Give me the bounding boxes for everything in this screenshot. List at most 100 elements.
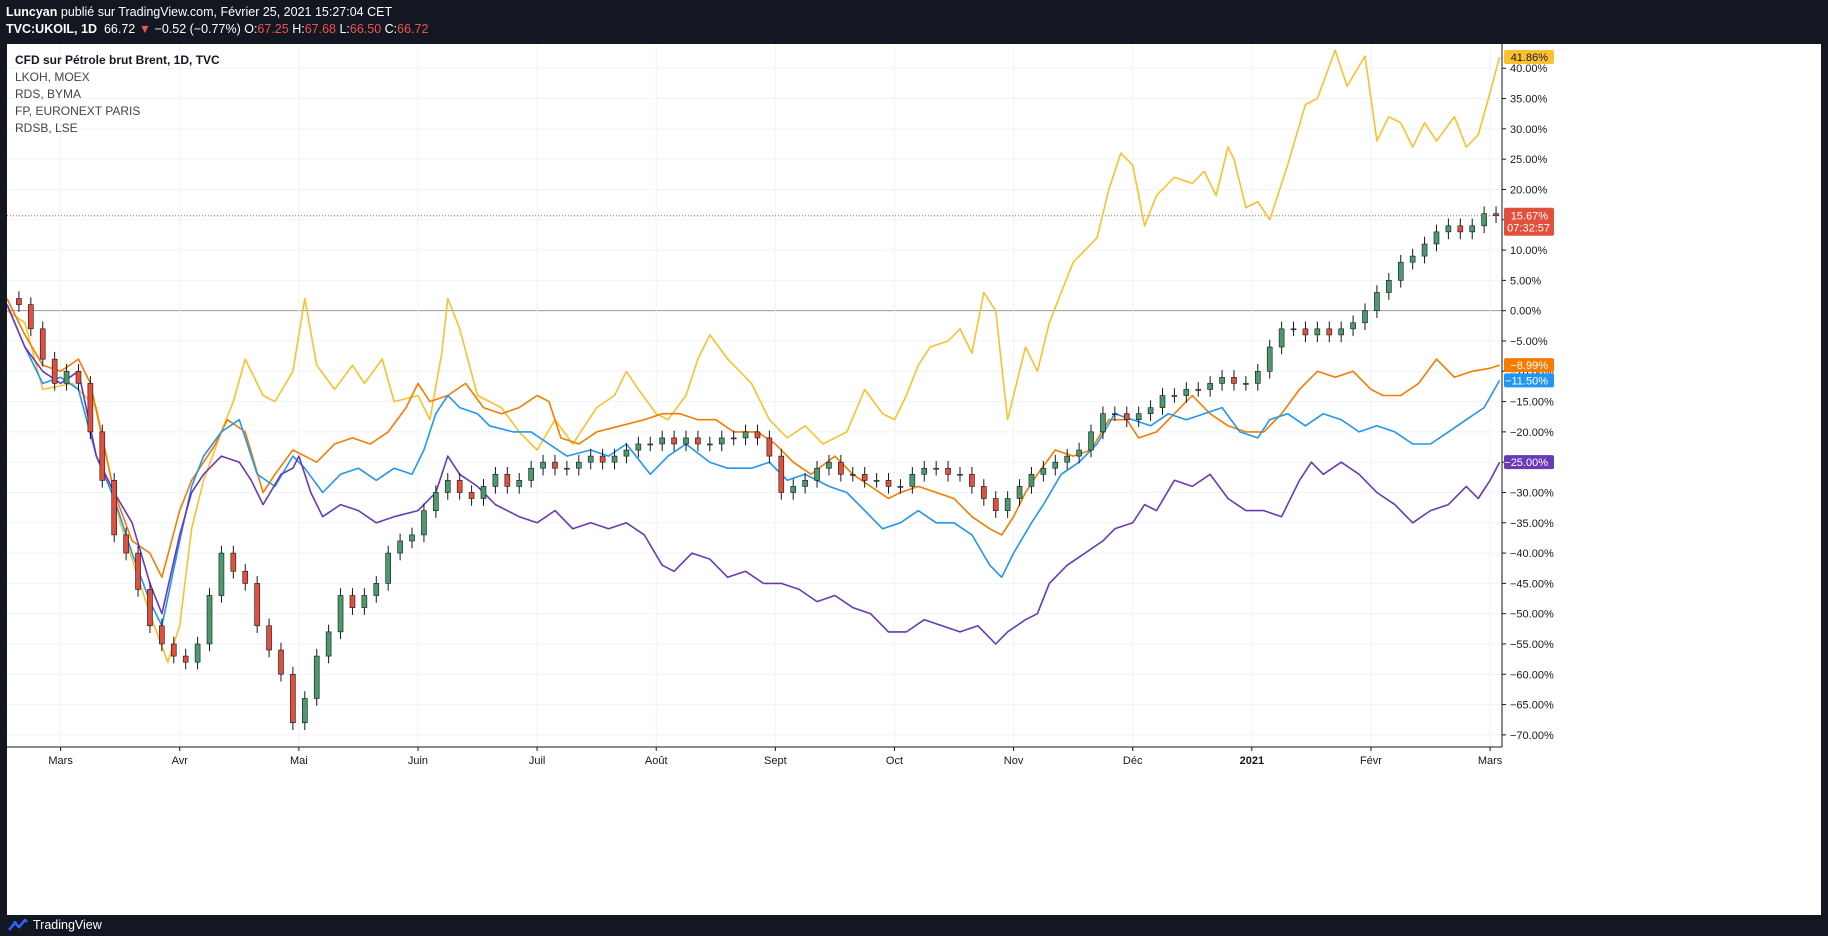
x-tick-label: Juil <box>529 755 546 767</box>
legend-item-lkoh[interactable]: LKOH, MOEX <box>15 70 90 84</box>
candle-body <box>1386 280 1392 293</box>
candle-body <box>671 437 677 445</box>
y-tick-label: −30.00% <box>1510 487 1554 499</box>
candle-body <box>814 467 820 481</box>
chart-area[interactable]: 40.00%35.00%30.00%25.00%20.00%15.00%10.0… <box>7 44 1821 915</box>
x-tick-label: Août <box>645 755 668 767</box>
plot-background <box>7 44 1502 747</box>
candle-body <box>790 486 797 493</box>
candle-body <box>599 455 606 463</box>
candle-body <box>16 298 22 305</box>
candle-body <box>933 467 939 470</box>
tradingview-logo-icon[interactable] <box>8 918 28 932</box>
candle-body <box>1088 431 1094 451</box>
symbol-label: TVC:UKOIL, 1D <box>6 22 97 36</box>
series-end-label-bg <box>1504 358 1554 373</box>
candle-body <box>1231 377 1237 384</box>
low-value: 66.50 <box>349 22 382 36</box>
chart-legend: CFD sur Pétrole brut Brent, 1D, TVC LKOH… <box>15 52 220 137</box>
series-end-label: −11.50% <box>1505 375 1548 387</box>
brand-name[interactable]: TradingView <box>33 918 102 932</box>
candle-body <box>707 443 713 446</box>
candle-body <box>611 455 618 463</box>
candle-body <box>1469 225 1476 233</box>
close-label: C: <box>384 22 398 36</box>
candle-body <box>266 625 272 651</box>
candle-body <box>51 358 58 384</box>
candle-body <box>1147 407 1154 414</box>
y-tick-label: 35.00% <box>1510 94 1548 106</box>
published-text: publié sur TradingView.com, Février 25, … <box>60 5 393 19</box>
candle-body <box>111 480 118 536</box>
x-tick-label: Juin <box>408 755 428 767</box>
candle-body <box>278 649 284 675</box>
x-tick-label: Nov <box>1004 755 1024 767</box>
candle-body <box>468 492 475 499</box>
chart-canvas[interactable]: 40.00%35.00%30.00%25.00%20.00%15.00%10.0… <box>7 44 1821 915</box>
candle-body <box>516 480 523 487</box>
series-end-label: −25.00% <box>1504 457 1548 469</box>
y-tick-label: 5.00% <box>1510 275 1541 287</box>
candle-body <box>1493 213 1499 216</box>
candle-body <box>564 467 570 470</box>
open-value: 67.25 <box>257 22 289 36</box>
high-value: 67.68 <box>304 22 336 36</box>
candle-body <box>718 437 725 445</box>
candle-body <box>28 304 34 330</box>
candle-body <box>1326 328 1333 336</box>
legend-item-rdsb[interactable]: RDSB, LSE <box>15 121 78 135</box>
candle-body <box>1195 389 1202 391</box>
ohlc-line: TVC:UKOIL, 1D 66.72 ▼ −0.52 (−0.77%) O:6… <box>6 22 428 36</box>
candle-body <box>992 498 999 511</box>
candle-body <box>1040 467 1047 475</box>
y-tick-label: −15.00% <box>1510 397 1554 409</box>
series-end-label-bg <box>1504 49 1554 64</box>
candle-body <box>540 461 546 469</box>
low-label: L: <box>339 22 350 36</box>
candle-body <box>838 461 844 475</box>
x-tick-label: 2021 <box>1240 755 1264 767</box>
candle-body <box>528 467 534 481</box>
candle-body <box>87 383 94 433</box>
candle-body <box>969 473 975 487</box>
x-tick-label: Mai <box>290 755 308 767</box>
close-value: 66.72 <box>397 22 429 36</box>
x-tick-label: Févr <box>1360 755 1382 767</box>
series-end-label-bg <box>1504 373 1554 388</box>
candle-body <box>1159 395 1166 408</box>
candle-body <box>123 534 129 554</box>
candle-body <box>802 480 808 487</box>
y-tick-label: 10.00% <box>1510 245 1548 257</box>
candle-body <box>325 631 332 657</box>
legend-item-fp[interactable]: FP, EURONEXT PARIS <box>15 104 141 118</box>
series-end-label: 41.86% <box>1511 52 1549 64</box>
candle-body <box>873 480 880 482</box>
candle-body <box>1314 328 1321 336</box>
candle-body <box>135 552 141 590</box>
candle-body <box>147 589 153 627</box>
candle-body <box>1135 413 1142 421</box>
candle-body <box>683 437 689 445</box>
candle-body <box>1421 243 1428 257</box>
candle-body <box>1028 473 1035 487</box>
candle-body <box>1254 370 1261 384</box>
legend-item-rds[interactable]: RDS, BYMA <box>15 87 82 101</box>
candle-body <box>635 443 642 451</box>
candle-body <box>1123 413 1130 421</box>
series-end-label-bg <box>1504 455 1554 470</box>
candle-body <box>1076 449 1082 457</box>
candle-body <box>1397 261 1404 281</box>
candle-body <box>75 370 82 384</box>
x-tick-label: Mars <box>48 755 73 767</box>
y-tick-label: 25.00% <box>1510 154 1548 166</box>
candle-body <box>1350 322 1356 330</box>
y-tick-label: 0.00% <box>1510 306 1541 318</box>
author-name[interactable]: Luncyan <box>6 5 58 19</box>
candle-body <box>981 486 987 499</box>
candle-body <box>826 461 832 469</box>
legend-title[interactable]: CFD sur Pétrole brut Brent, 1D, TVC <box>15 53 220 67</box>
y-tick-label: −40.00% <box>1510 548 1554 560</box>
candle-body <box>349 595 356 608</box>
y-tick-label: −20.00% <box>1510 427 1554 439</box>
candle-body <box>433 492 439 511</box>
